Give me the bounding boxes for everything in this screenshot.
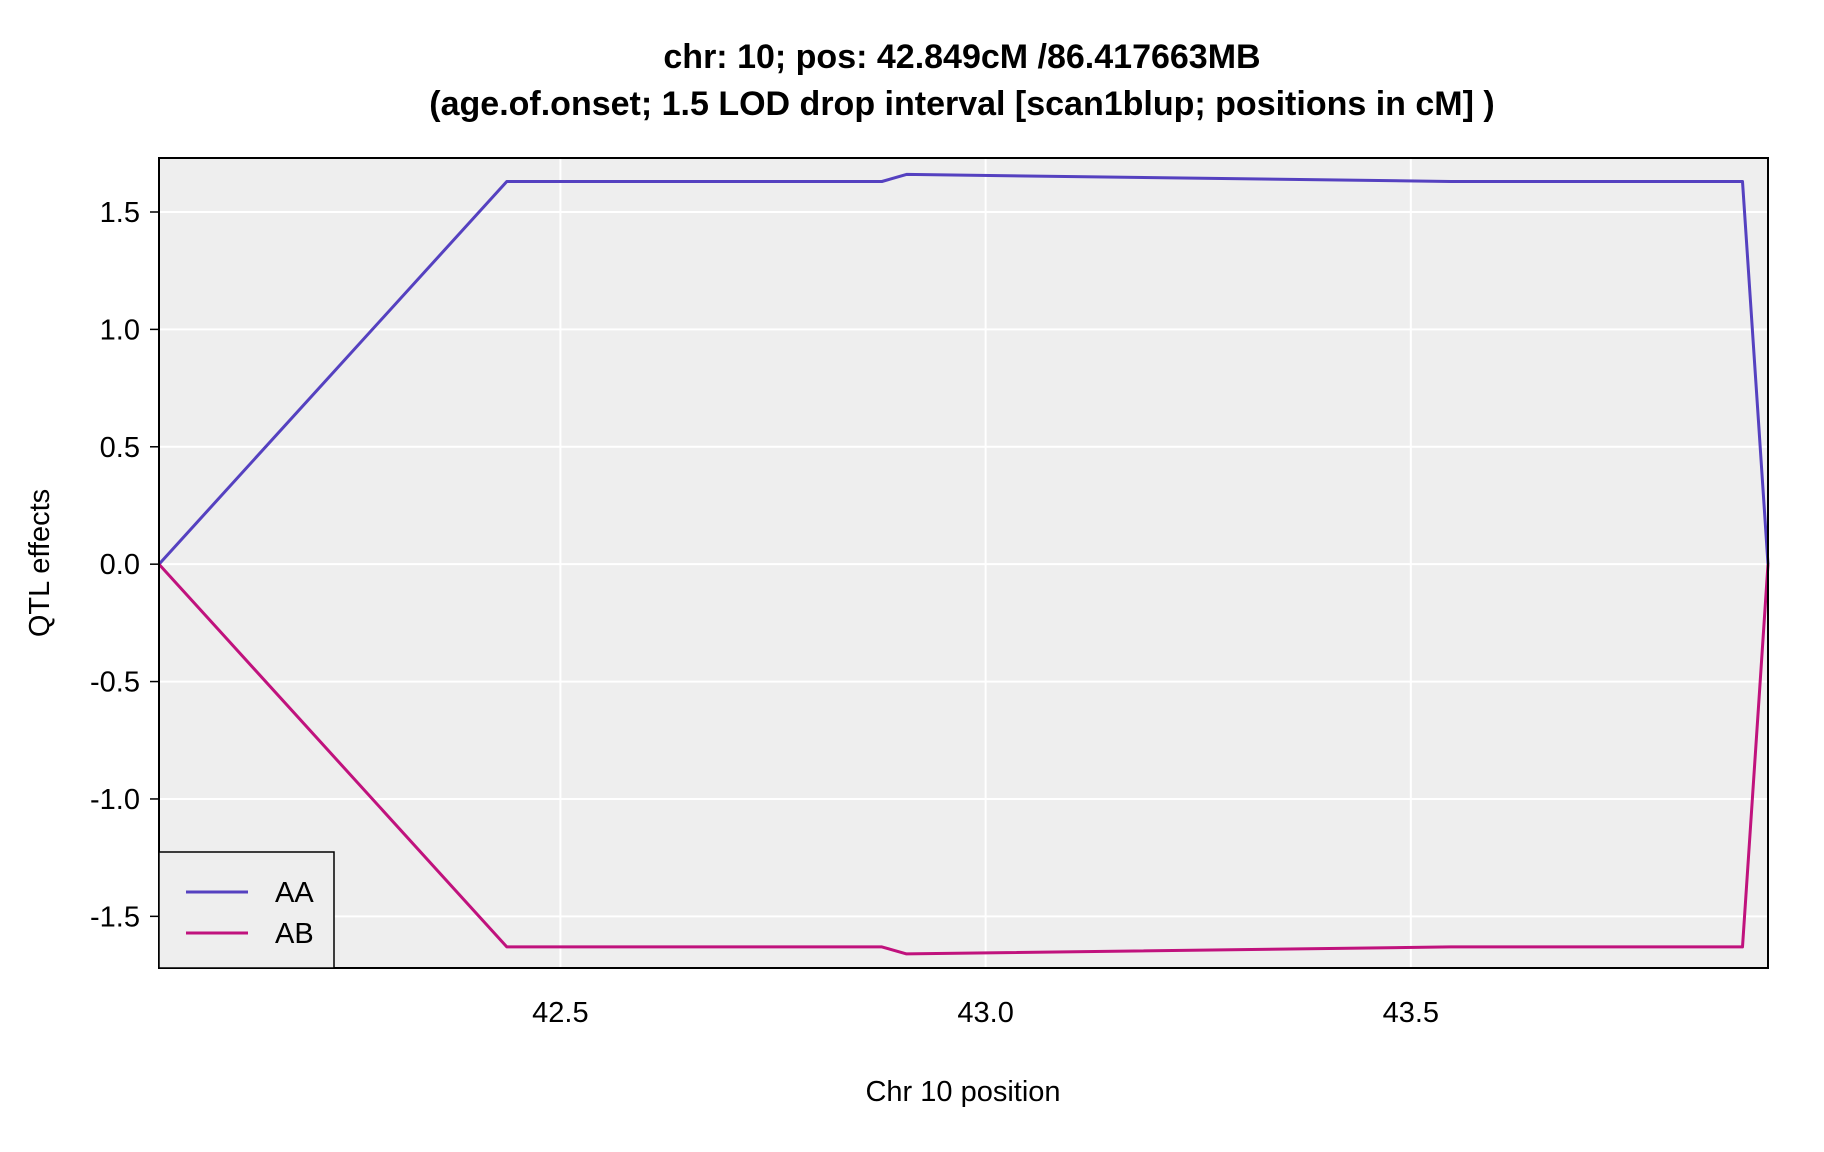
x-axis-label: Chr 10 position (865, 1076, 1060, 1108)
y-tick-label: 1.5 (100, 197, 140, 229)
y-tick-label: 1.0 (100, 314, 140, 346)
legend-label-aa: AA (275, 877, 314, 909)
y-axis-label: QTL effects (24, 489, 56, 637)
y-tick-label: 0.0 (100, 549, 140, 581)
y-axis: 1.5 1.0 0.5 0.0 -0.5 -1.0 -1.5 (90, 197, 159, 933)
plot-frame (158, 157, 1769, 969)
x-tick-label: 43.0 (957, 997, 1013, 1029)
x-tick-label: 42.5 (532, 997, 588, 1029)
y-tick-label: -1.5 (90, 901, 140, 933)
series-line-aa (157, 172, 1770, 566)
plot-background (159, 158, 1768, 968)
chart-title: chr: 10; pos: 42.849cM /86.417663MB (663, 38, 1260, 76)
legend: AA AB (158, 851, 335, 969)
gridlines (159, 158, 1768, 968)
x-tick-label: 43.5 (1383, 997, 1439, 1029)
x-axis: 42.5 43.0 43.5 (532, 997, 1439, 1029)
chart-subtitle: (age.of.onset; 1.5 LOD drop interval [sc… (429, 85, 1494, 123)
series-line-ab (157, 563, 1770, 956)
series-lines (157, 172, 1770, 956)
legend-box (158, 851, 335, 969)
y-tick-label: -1.0 (90, 784, 140, 816)
y-tick-label: 0.5 (100, 432, 140, 464)
legend-label-ab: AB (275, 918, 314, 950)
y-tick-label: -0.5 (90, 667, 140, 699)
